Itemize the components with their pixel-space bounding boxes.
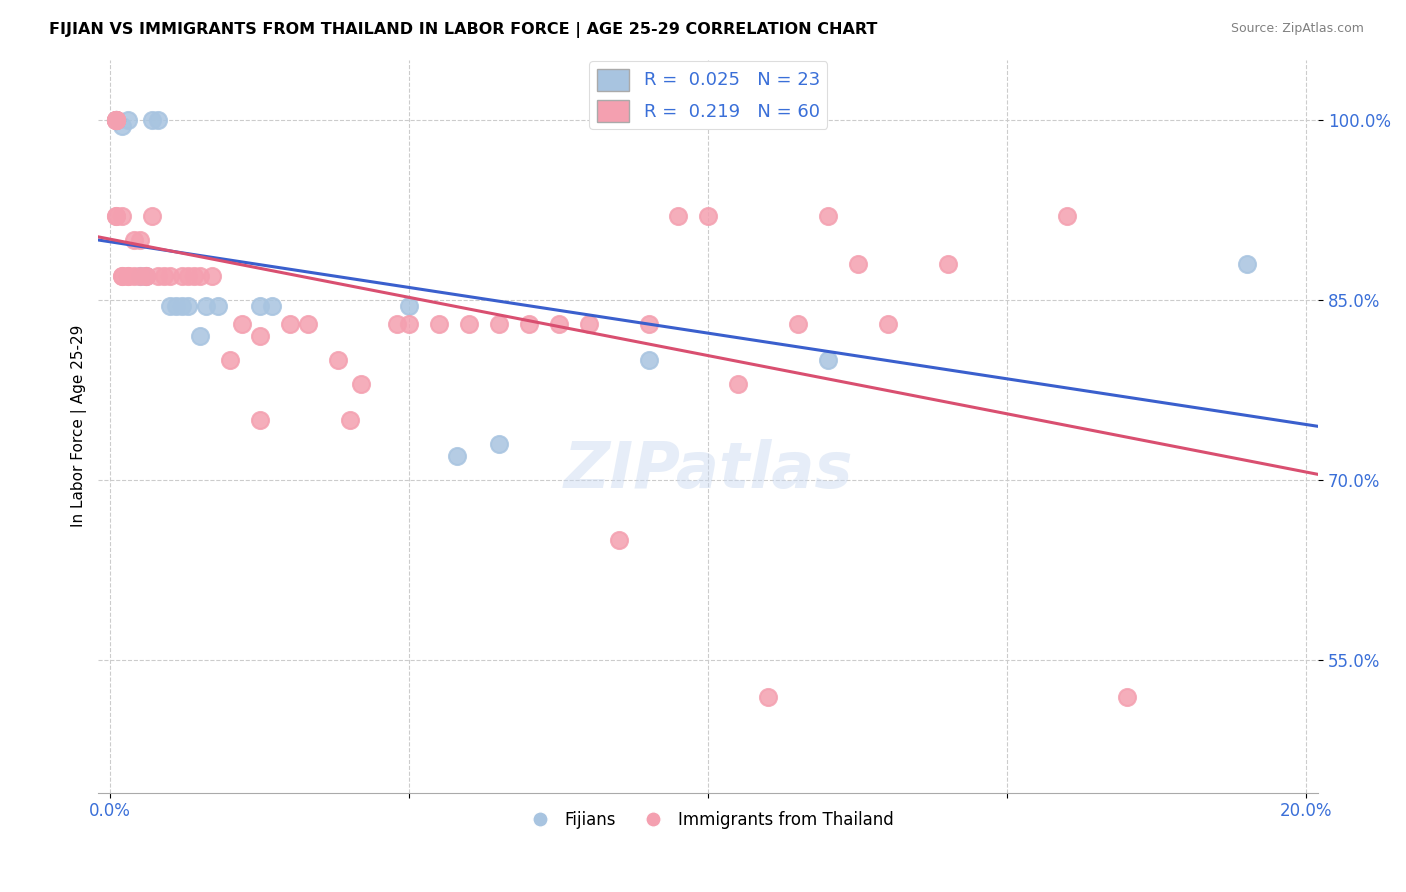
Point: [122, 233, 145, 247]
Point: [117, 268, 139, 283]
Point: [668, 209, 690, 223]
Point: [637, 353, 659, 368]
Point: [488, 437, 510, 451]
Point: [105, 112, 128, 127]
Point: [249, 329, 271, 343]
Point: [111, 268, 134, 283]
Point: [105, 112, 128, 127]
Point: [117, 268, 139, 283]
Point: [111, 268, 134, 283]
Point: [135, 268, 157, 283]
Point: [129, 268, 152, 283]
Point: [637, 317, 659, 331]
Point: [159, 268, 181, 283]
Point: [170, 299, 193, 313]
Point: [105, 112, 128, 127]
Point: [427, 317, 450, 331]
Point: [135, 268, 157, 283]
Point: [697, 209, 720, 223]
Point: [260, 299, 283, 313]
Point: [578, 317, 600, 331]
Point: [249, 413, 271, 427]
Point: [1056, 209, 1078, 223]
Point: [153, 268, 176, 283]
Point: [165, 299, 187, 313]
Point: [105, 112, 128, 127]
Point: [727, 377, 749, 392]
Point: [446, 449, 468, 463]
Text: ZIPatlas: ZIPatlas: [564, 439, 853, 501]
Point: [876, 317, 898, 331]
Point: [170, 268, 193, 283]
Point: [111, 119, 134, 133]
Point: [398, 317, 420, 331]
Point: [105, 112, 128, 127]
Point: [1116, 690, 1139, 704]
Point: [188, 268, 211, 283]
Point: [135, 268, 157, 283]
Point: [105, 112, 128, 127]
Point: [936, 257, 959, 271]
Point: [817, 209, 839, 223]
Point: [1236, 257, 1258, 271]
Point: [141, 209, 163, 223]
Point: [141, 112, 163, 127]
Legend: Fijians, Immigrants from Thailand: Fijians, Immigrants from Thailand: [516, 805, 900, 836]
Point: [122, 268, 145, 283]
Y-axis label: In Labor Force | Age 25-29: In Labor Force | Age 25-29: [72, 325, 87, 527]
Point: [398, 299, 420, 313]
Point: [111, 209, 134, 223]
Point: [607, 533, 630, 548]
Point: [177, 299, 200, 313]
Point: [117, 112, 139, 127]
Point: [105, 112, 128, 127]
Point: [231, 317, 253, 331]
Point: [146, 112, 169, 127]
Point: [326, 353, 349, 368]
Point: [183, 268, 205, 283]
Point: [177, 268, 200, 283]
Point: [756, 690, 779, 704]
Point: [249, 299, 271, 313]
Point: [219, 353, 242, 368]
Point: [105, 112, 128, 127]
Point: [129, 233, 152, 247]
Point: [297, 317, 319, 331]
Point: [105, 112, 128, 127]
Point: [105, 209, 128, 223]
Point: [207, 299, 229, 313]
Point: [387, 317, 409, 331]
Point: [105, 112, 128, 127]
Point: [458, 317, 481, 331]
Point: [105, 209, 128, 223]
Point: [188, 329, 211, 343]
Point: [517, 317, 540, 331]
Point: [129, 268, 152, 283]
Point: [159, 299, 181, 313]
Text: FIJIAN VS IMMIGRANTS FROM THAILAND IN LABOR FORCE | AGE 25-29 CORRELATION CHART: FIJIAN VS IMMIGRANTS FROM THAILAND IN LA…: [49, 22, 877, 38]
Point: [488, 317, 510, 331]
Point: [817, 353, 839, 368]
Point: [846, 257, 869, 271]
Point: [201, 268, 224, 283]
Point: [278, 317, 301, 331]
Point: [787, 317, 810, 331]
Point: [339, 413, 361, 427]
Point: [195, 299, 218, 313]
Point: [146, 268, 169, 283]
Text: Source: ZipAtlas.com: Source: ZipAtlas.com: [1230, 22, 1364, 36]
Point: [547, 317, 569, 331]
Point: [350, 377, 373, 392]
